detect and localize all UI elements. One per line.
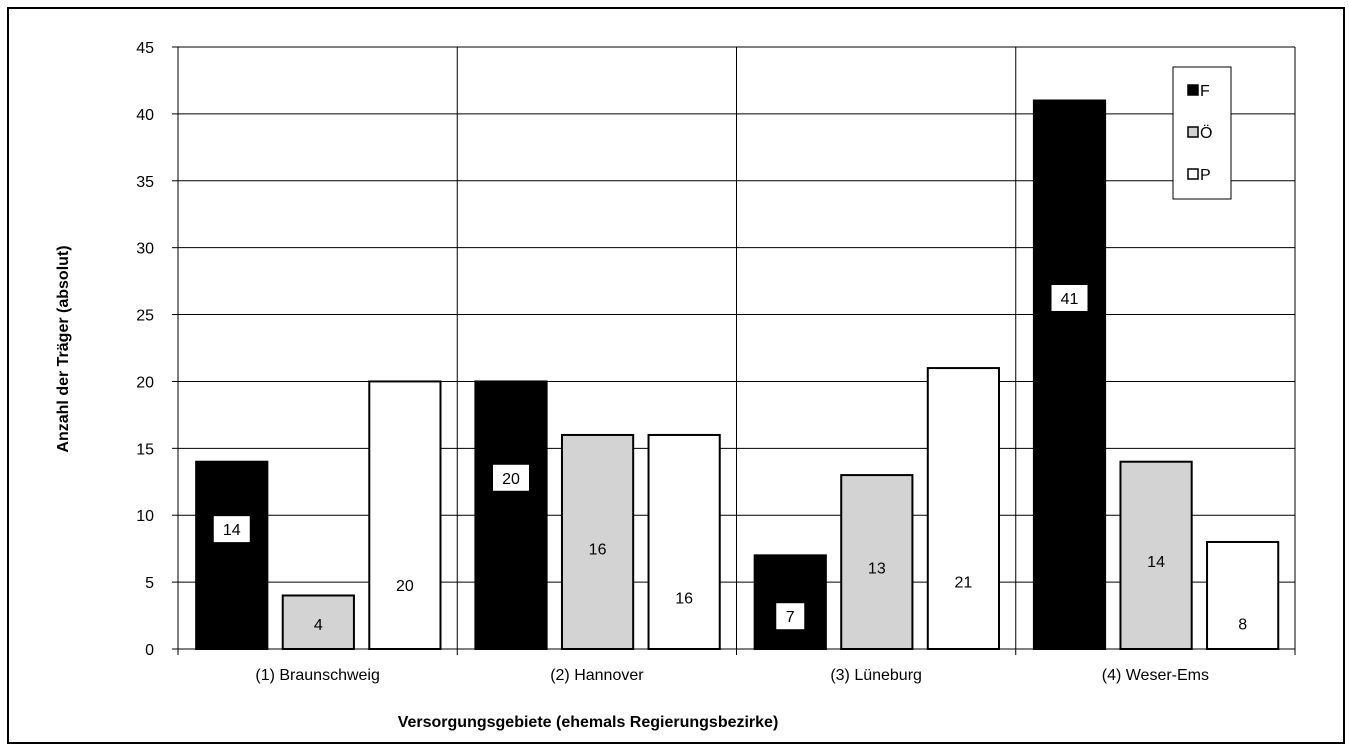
bar — [1206, 540, 1280, 651]
y-tick-label: 30 — [136, 241, 154, 258]
data-label: 7 — [786, 609, 795, 626]
bars — [195, 99, 1280, 651]
y-tick-label: 0 — [145, 642, 154, 659]
y-tick-label: 15 — [136, 441, 154, 458]
bar — [1032, 99, 1107, 650]
grid-lines — [177, 46, 1296, 650]
axes: 0 5 10 15 20 25 30 35 40 45 (1) Braunschweig (2) Ha… — [136, 40, 1296, 684]
y-tick-label: 20 — [136, 374, 154, 391]
bar — [474, 380, 548, 650]
data-label-box — [1051, 284, 1088, 311]
x-tick-label: (2) Hannover — [550, 667, 644, 684]
data-label: 14 — [223, 522, 241, 539]
data-labels: 14 20 7 41 4 16 13 14 20 16 21 8 — [213, 284, 1257, 638]
x-tick-label: (4) Weser-Ems — [1102, 667, 1209, 684]
data-label: 8 — [1238, 616, 1247, 633]
data-label: 41 — [1061, 291, 1079, 308]
x-axis-title: Versorgungsgebiete (ehemals Regierungsbe… — [398, 714, 779, 731]
data-label: 4 — [314, 617, 323, 634]
data-label: 16 — [589, 541, 607, 558]
legend-swatch — [1187, 168, 1199, 180]
data-label-box — [386, 571, 423, 598]
y-tick-label: 35 — [136, 174, 154, 191]
legend-label: F — [1200, 83, 1210, 100]
data-label-box — [666, 584, 703, 611]
x-tick-label: (1) Braunschweig — [255, 667, 380, 684]
y-tick-label: 40 — [136, 107, 154, 124]
legend-label: P — [1200, 167, 1211, 184]
data-label-box — [304, 611, 333, 638]
legend-swatch — [1187, 84, 1199, 96]
y-tick-label: 10 — [136, 508, 154, 525]
data-label-box — [1138, 547, 1175, 574]
x-tick-label: (3) Lüneburg — [830, 667, 922, 684]
bar — [753, 554, 827, 650]
data-label-box — [579, 535, 616, 562]
bar — [926, 367, 1000, 650]
data-label: 16 — [675, 591, 693, 608]
data-label: 21 — [954, 575, 972, 592]
data-label-box — [213, 516, 250, 543]
legend-label: Ö — [1200, 124, 1212, 142]
legend-box — [1172, 66, 1232, 200]
legend-swatch — [1187, 126, 1199, 138]
legend: F Ö P — [1172, 66, 1232, 200]
y-tick-label: 45 — [136, 40, 154, 57]
data-label: 13 — [868, 560, 886, 577]
y-tick-label: 5 — [145, 575, 154, 592]
data-label: 20 — [396, 578, 414, 595]
y-tick-label: 25 — [136, 308, 154, 325]
bar — [195, 460, 269, 651]
data-label-box — [776, 603, 805, 630]
data-label-box — [493, 464, 530, 491]
data-label-box — [858, 554, 895, 581]
data-label: 20 — [502, 471, 520, 488]
bar — [647, 433, 721, 651]
y-axis-title: Anzahl der Träger (absolut) — [55, 245, 72, 452]
bar — [368, 380, 442, 650]
data-label-box — [1228, 610, 1257, 637]
data-label: 14 — [1147, 554, 1165, 571]
data-label-box — [945, 568, 982, 595]
